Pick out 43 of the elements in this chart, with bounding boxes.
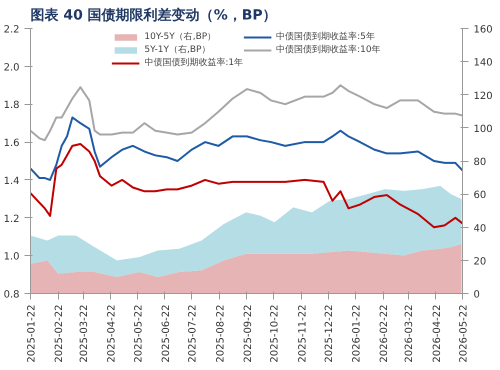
y-tick-label: 1.6: [4, 138, 20, 150]
x-tick-label: 2026-02-22: [379, 304, 390, 363]
line-series: [30, 116, 462, 181]
x-tick-label: 2026-05-22: [458, 304, 470, 363]
x-tick-label: 2025-09-22: [242, 304, 254, 363]
legend-label: 10Y-5Y（右,BP）: [144, 30, 216, 43]
x-tick-label: 2025-11-22: [297, 304, 308, 363]
x-tick-label: 2025-02-22: [54, 304, 66, 363]
legend-label: 中债国债到期收益率:5年: [276, 30, 375, 43]
y-tick-label: 2.2: [4, 24, 20, 36]
y2-tick-label: 60: [474, 190, 486, 202]
x-tick-label: 2025-06-22: [161, 304, 172, 363]
y-tick-label: 1.8: [4, 100, 20, 112]
y2-tick-label: 0: [474, 290, 480, 300]
x-tick-label: 2026-01-22: [352, 304, 363, 363]
x-tick-label: 2025-10-22: [270, 304, 281, 363]
y2-tick-label: 140: [474, 58, 493, 69]
y-tick-label: 1.2: [4, 214, 20, 225]
x-tick-label: 2025-05-22: [133, 304, 144, 363]
y2-tick-label: 80: [474, 157, 486, 168]
y2-tick-label: 100: [474, 124, 493, 135]
x-tick-label: 2026-04-22: [432, 304, 443, 363]
line-series: [30, 84, 462, 142]
y-tick-label: 0.8: [4, 290, 20, 300]
x-tick-label: 2025-12-22: [324, 304, 335, 363]
legend-label: 中债国债到期收益率:10年: [276, 44, 381, 56]
x-tick-label: 2025-08-22: [215, 304, 226, 363]
y-tick-label: 1.0: [4, 252, 20, 263]
y2-tick-label: 40: [474, 223, 486, 234]
x-tick-label: 2025-04-22: [106, 304, 118, 363]
y2-tick-label: 120: [474, 90, 493, 102]
y2-tick-label: 20: [474, 256, 486, 268]
y2-tick-label: 160: [474, 24, 493, 36]
x-tick-label: 2025-07-22: [188, 304, 199, 363]
y-tick-label: 2.0: [4, 62, 20, 74]
y-tick-label: 1.4: [4, 176, 20, 187]
legend-label: 5Y-1Y（右,BP）: [144, 44, 210, 56]
chart-title: 图表 40 国债期限利差变动（%，BP）: [30, 6, 277, 24]
line-series: [30, 142, 462, 228]
x-tick-label: 2026-03-22: [404, 304, 416, 363]
x-tick-label: 2025-01-22: [26, 304, 38, 363]
x-tick-label: 2025-03-22: [79, 304, 90, 363]
legend-label: 中债国债到期收益率:1年: [144, 56, 244, 69]
